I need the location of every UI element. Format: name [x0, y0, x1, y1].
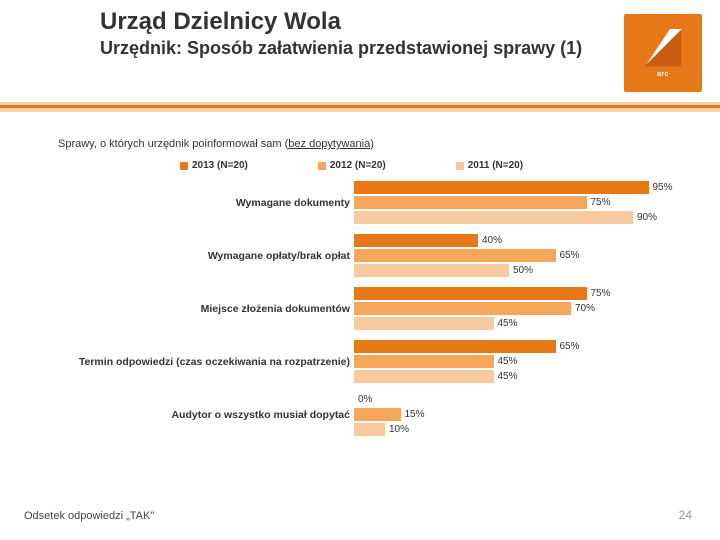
bar-value: 95%: [653, 182, 673, 193]
bar-value: 75%: [591, 197, 611, 208]
bar-row: 95%: [354, 180, 720, 195]
bar: [354, 211, 633, 224]
bar-stack: 40% 65% 50%: [354, 233, 720, 278]
intro-b: bez dopytywania: [288, 138, 370, 150]
bar-row: 75%: [354, 286, 720, 301]
bar-stack: 75% 70% 45%: [354, 286, 720, 331]
bar: [354, 287, 587, 300]
bar: [354, 249, 556, 262]
bar-value: 40%: [482, 235, 502, 246]
bar-row: 65%: [354, 339, 720, 354]
legend-swatch: [180, 162, 188, 170]
page-number: 24: [679, 508, 692, 522]
bar-row: 0%: [354, 392, 720, 407]
legend-label: 2013 (N=20): [192, 160, 248, 171]
bar: [354, 181, 649, 194]
bar-row: 45%: [354, 354, 720, 369]
bar: [354, 302, 571, 315]
chart-group: Wymagane dokumenty 95% 75% 90%: [0, 180, 720, 225]
category-label: Termin odpowiedzi (czas oczekiwania na r…: [10, 356, 350, 368]
bar-value: 90%: [637, 212, 657, 223]
bar-chart: Wymagane dokumenty 95% 75% 90% Wymagane opła…: [0, 180, 720, 445]
footer-note: Odsetek odpowiedzi „TAK": [24, 510, 154, 522]
bar-stack: 65% 45% 45%: [354, 339, 720, 384]
chart-group: Audytor o wszystko musiał dopytać 0% 15% 10…: [0, 392, 720, 437]
bar: [354, 355, 494, 368]
intro-text: Sprawy, o których urzędnik poinformował …: [58, 138, 374, 150]
bar-value: 65%: [560, 250, 580, 261]
bar-row: 10%: [354, 422, 720, 437]
bar: [354, 370, 494, 383]
legend-item: 2012 (N=20): [318, 160, 386, 171]
bar-row: 45%: [354, 369, 720, 384]
category-label: Audytor o wszystko musiał dopytać: [10, 409, 350, 421]
bar-value: 45%: [498, 371, 518, 382]
bar-value: 10%: [389, 424, 409, 435]
bar: [354, 264, 509, 277]
category-label: Wymagane dokumenty: [10, 197, 350, 209]
header-band: [0, 105, 720, 108]
logo-text: arc: [657, 71, 669, 78]
intro-c: ): [370, 138, 374, 150]
bar: [354, 317, 494, 330]
bar: [354, 196, 587, 209]
bar-value: 50%: [513, 265, 533, 276]
chart-group: Wymagane opłaty/brak opłat 40% 65% 50%: [0, 233, 720, 278]
bar-value: 0%: [358, 394, 372, 405]
legend-item: 2011 (N=20): [456, 160, 523, 171]
bar-row: 45%: [354, 316, 720, 331]
category-label: Miejsce złożenia dokumentów: [10, 303, 350, 315]
bar-stack: 0% 15% 10%: [354, 392, 720, 437]
bar-row: 65%: [354, 248, 720, 263]
bar-row: 50%: [354, 263, 720, 278]
bar-value: 45%: [498, 318, 518, 329]
legend-label: 2011 (N=20): [468, 160, 523, 171]
bar-value: 45%: [498, 356, 518, 367]
category-label: Wymagane opłaty/brak opłat: [10, 250, 350, 262]
legend-swatch: [456, 162, 464, 170]
bar: [354, 340, 556, 353]
bar: [354, 234, 478, 247]
legend-item: 2013 (N=20): [180, 160, 248, 171]
bar-row: 40%: [354, 233, 720, 248]
bar-row: 70%: [354, 301, 720, 316]
bar-value: 65%: [560, 341, 580, 352]
chart-group: Miejsce złożenia dokumentów 75% 70% 45%: [0, 286, 720, 331]
intro-a: Sprawy, o których urzędnik poinformował …: [58, 138, 288, 150]
bar-value: 15%: [405, 409, 425, 420]
bar-row: 15%: [354, 407, 720, 422]
legend-label: 2012 (N=20): [330, 160, 386, 171]
bar: [354, 408, 401, 421]
bar-value: 70%: [575, 303, 595, 314]
chart-group: Termin odpowiedzi (czas oczekiwania na r…: [0, 339, 720, 384]
bar: [354, 423, 385, 436]
bar-row: 90%: [354, 210, 720, 225]
legend-swatch: [318, 162, 326, 170]
bar-row: 75%: [354, 195, 720, 210]
bar-value: 75%: [591, 288, 611, 299]
legend: 2013 (N=20) 2012 (N=20) 2011 (N=20): [180, 160, 523, 171]
bar-stack: 95% 75% 90%: [354, 180, 720, 225]
logo: arc: [624, 14, 702, 92]
logo-icon: [645, 29, 681, 67]
